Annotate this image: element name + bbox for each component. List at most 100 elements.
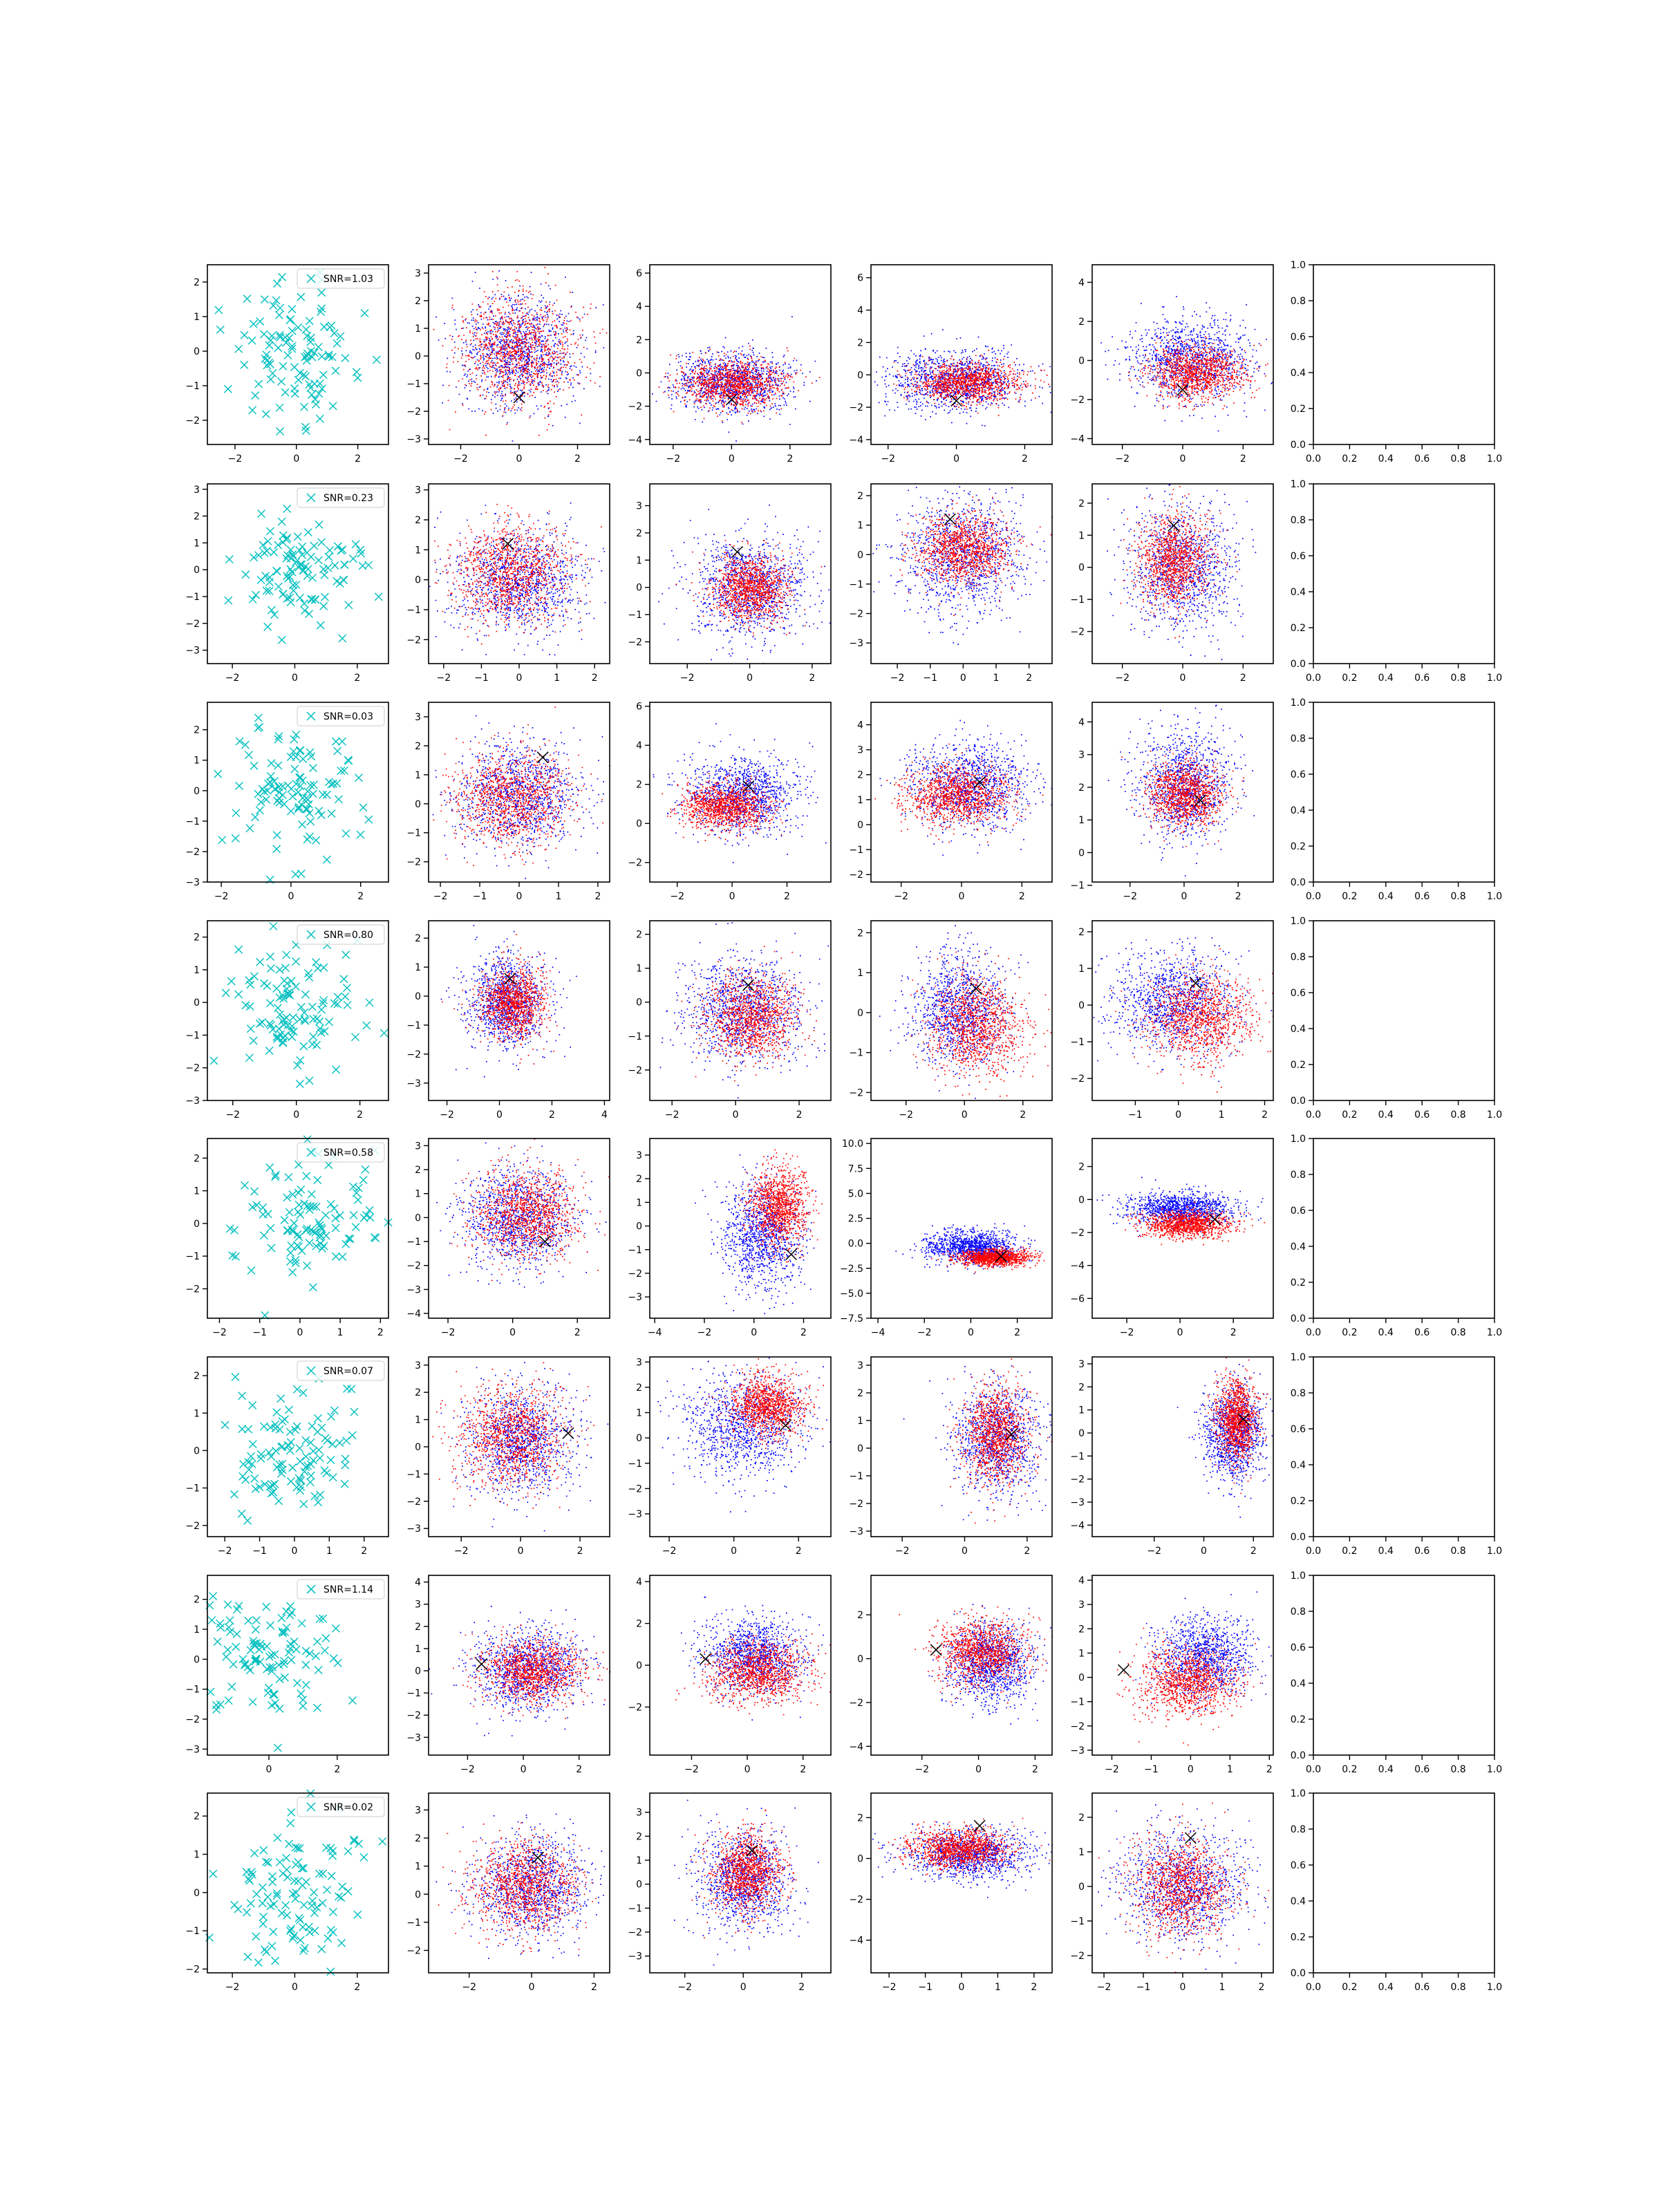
blue-points: [429, 502, 606, 664]
y-tick-label: 0.2: [1291, 1496, 1306, 1507]
x-tick-label: 2: [796, 1109, 803, 1121]
cyan-x-marker-set: [205, 1584, 357, 1752]
x-tick-label: 0: [731, 1546, 737, 1557]
panel-r8-c4: −2 −1 0 1 2 −4 −2 0 2: [849, 1792, 1053, 1993]
x-tick-label: 2: [1250, 1546, 1257, 1557]
y-tick-label: 0.4: [1291, 805, 1306, 816]
y-tick-label: 3: [636, 1150, 642, 1161]
legend-marker-icon: [306, 274, 316, 283]
x-tick-label: 2: [377, 1327, 384, 1338]
y-tick-label: 1: [636, 1408, 642, 1419]
y-tick-label: 0: [194, 346, 200, 357]
y-tick-label: −2: [406, 1049, 421, 1060]
x-tick-label: −2: [1147, 1546, 1161, 1557]
x-tick-label: 2: [1266, 1764, 1273, 1775]
y-tick-label: 2: [194, 725, 200, 736]
x-tick-label: −1: [473, 891, 487, 902]
legend-label: SNR=0.58: [324, 1147, 373, 1159]
y-tick-label: 0.2: [1291, 841, 1306, 852]
black-x-marker: [1194, 794, 1206, 807]
y-tick-label: 0.0: [1291, 659, 1306, 670]
axes-frame: [207, 702, 389, 883]
y-tick-label: −4: [849, 1741, 863, 1752]
y-tick-label: 2: [636, 1619, 642, 1630]
legend-box: [297, 706, 385, 727]
x-tick-label: 0: [1180, 453, 1186, 465]
y-tick-label: −1: [1070, 1916, 1085, 1927]
black-x-marker: [742, 979, 755, 991]
blue-points-points: [429, 502, 606, 664]
y-tick-label: 0: [857, 370, 863, 381]
x-tick-label: −2: [1115, 673, 1130, 684]
y-tick-label: 3: [636, 501, 642, 512]
x-tick-label: −2: [665, 1109, 679, 1121]
axes-frame: [1313, 483, 1495, 664]
x-tick-label: 0: [744, 1764, 751, 1775]
y-tick-label: 1: [1078, 815, 1085, 826]
panel-r2-c3: −2 0 2 −2 −1 0 1 2 3: [628, 483, 832, 684]
y-tick-label: 0.6: [1291, 332, 1306, 343]
panel-r3-c5: −2 0 2 −1 0 1 2 3 4: [1070, 702, 1274, 902]
y-tick-label: 2: [194, 1371, 200, 1382]
y-tick-label: 0: [415, 1442, 421, 1453]
x-tick-label: 0: [959, 1982, 965, 1993]
y-tick-label: 2: [857, 491, 863, 502]
red-points: [442, 934, 558, 1065]
x-tick-label: −2: [212, 1327, 227, 1338]
y-tick-label: 2: [857, 928, 863, 939]
y-tick-label: 2: [415, 296, 421, 307]
axes-frame: [1091, 1138, 1274, 1319]
x-tick-label: 1: [554, 673, 560, 684]
x-tick-label: −2: [895, 1546, 910, 1557]
y-tick-label: 1.0: [1291, 916, 1306, 927]
y-tick-label: 2: [415, 933, 421, 944]
y-tick-label: −4: [849, 1936, 863, 1947]
y-tick-label: −1: [406, 1918, 421, 1929]
x-tick-label: −2: [453, 453, 468, 465]
red-points: [946, 1358, 1052, 1524]
panel-r5-c5: −2 0 2 −6 −4 −2 0 2: [1070, 1138, 1274, 1338]
x-tick-label: 0: [516, 673, 523, 684]
y-tick-label: 3: [415, 712, 421, 723]
x-tick-label: 0: [953, 453, 959, 465]
y-tick-label: −2: [628, 1702, 642, 1713]
y-tick-label: −4: [1070, 1520, 1085, 1531]
red-points-points: [688, 1809, 797, 1939]
y-tick-label: 2: [194, 277, 200, 288]
y-tick-label: 1: [636, 555, 642, 566]
y-tick-label: 4: [1078, 1575, 1085, 1586]
y-tick-label: −2: [849, 402, 863, 413]
y-tick-label: 2: [194, 1595, 200, 1606]
y-tick-label: −1: [406, 379, 421, 390]
x-tick-label: −2: [437, 673, 451, 684]
y-tick-label: 0.0: [1291, 1968, 1306, 1979]
x-tick-label: 0.2: [1342, 1546, 1357, 1557]
x-tick-label: 2: [591, 1982, 597, 1993]
axes-frame: [1091, 1356, 1274, 1537]
x-tick-label: 0: [293, 1109, 299, 1121]
black-x-marker: [513, 391, 525, 404]
axes-frame: [649, 1138, 832, 1319]
y-tick-label: 1: [194, 1624, 200, 1635]
panel-r2-c5: −2 0 2 −2 −1 0 1 2: [1070, 483, 1274, 684]
x-tick-label: 0: [293, 453, 299, 465]
y-tick-label: −2: [1070, 395, 1085, 406]
y-tick-label: 1: [194, 756, 200, 767]
axes-frame: [207, 1138, 389, 1319]
y-tick-label: 2: [636, 1831, 642, 1842]
x-tick-label: 0.2: [1342, 673, 1357, 684]
y-tick-label: −2: [1070, 627, 1085, 638]
red-points-points: [1116, 1624, 1262, 1746]
y-tick-label: 0: [636, 368, 642, 379]
black-x-marker: [1237, 1413, 1250, 1425]
black-x-marker: [1177, 384, 1189, 396]
y-tick-label: 0: [857, 550, 863, 561]
y-tick-label: −2: [1070, 1074, 1085, 1085]
red-points: [434, 503, 602, 645]
y-tick-label: −2: [628, 858, 642, 869]
y-tick-label: −3: [406, 1284, 421, 1295]
y-tick-label: 1: [415, 1862, 421, 1873]
y-tick-label: 0: [1078, 1428, 1085, 1439]
black-x-marker: [742, 780, 755, 793]
x-tick-label: 0.2: [1342, 1327, 1357, 1338]
